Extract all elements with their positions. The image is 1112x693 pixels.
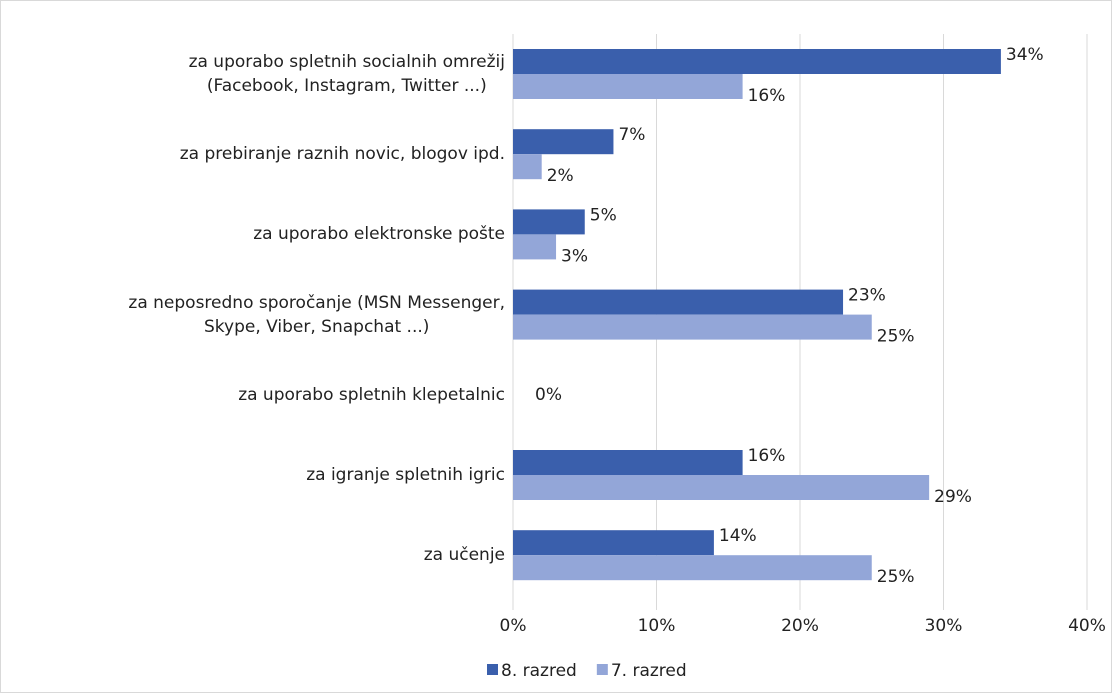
category-label: za neposredno sporočanje (MSN Messenger,… <box>128 292 505 337</box>
bar <box>513 475 930 500</box>
bar <box>513 49 1001 74</box>
bar <box>513 129 614 155</box>
bar <box>513 74 743 99</box>
category-label: za prebiranje raznih novic, blogov ipd. <box>179 144 505 165</box>
value-label: 34% <box>1006 45 1044 65</box>
bar <box>513 234 557 260</box>
value-label: 25% <box>877 327 915 347</box>
legend-label: 7. razred <box>611 661 687 681</box>
legend-label: 8. razred <box>501 661 577 681</box>
value-label: 5% <box>590 205 617 225</box>
value-label: 14% <box>719 526 757 546</box>
legend-swatch <box>596 664 608 675</box>
bar <box>513 530 714 556</box>
value-label: 7% <box>618 125 645 145</box>
value-label: 29% <box>934 487 972 507</box>
bar <box>513 289 844 315</box>
x-tick-label: 40% <box>1068 616 1106 636</box>
value-label: 16% <box>748 446 786 466</box>
value-label: 0% <box>535 385 562 405</box>
bar <box>513 314 872 340</box>
category-label: za uporabo spletnih socialnih omrežij (F… <box>188 52 505 96</box>
x-tick-label: 30% <box>925 616 963 636</box>
x-tick-label: 10% <box>638 616 676 636</box>
bar <box>513 209 585 235</box>
category-label: za igranje spletnih igric <box>306 465 505 485</box>
value-label: 23% <box>848 286 886 306</box>
bar <box>513 450 743 475</box>
legend-swatch <box>487 664 498 675</box>
category-label: za uporabo elektronske pošte <box>253 224 505 245</box>
value-label: 16% <box>748 86 786 106</box>
value-label: 2% <box>547 166 574 186</box>
value-label: 25% <box>877 567 915 587</box>
x-tick-label: 20% <box>781 616 819 636</box>
bar <box>513 154 542 180</box>
value-label: 3% <box>561 246 588 266</box>
category-label: za uporabo spletnih klepetalnic <box>238 384 505 405</box>
x-tick-label: 0% <box>500 616 527 636</box>
bar <box>513 555 872 581</box>
category-label: za učenje <box>423 545 505 566</box>
